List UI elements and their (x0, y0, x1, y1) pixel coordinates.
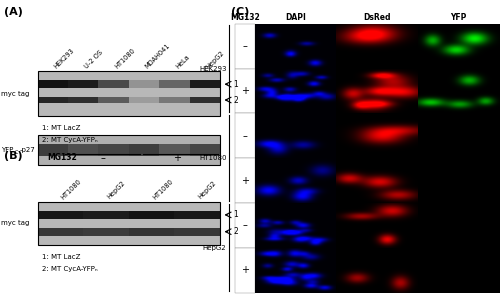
Bar (235, 113, 255, 158)
Bar (38, 80, 68, 88)
Bar (38, 135, 220, 165)
Bar (98, 97, 129, 103)
Bar (235, 158, 255, 203)
Text: 1: 1 (233, 210, 238, 219)
Text: +: + (241, 86, 249, 96)
Bar (129, 80, 159, 88)
Text: (B): (B) (4, 151, 22, 162)
Text: HT1080: HT1080 (152, 178, 174, 200)
Text: 2: 2 (233, 227, 238, 236)
Text: HepG2: HepG2 (205, 50, 225, 70)
Text: HT1080: HT1080 (199, 155, 226, 161)
Text: DsRed: DsRed (364, 13, 391, 22)
Text: HT1080: HT1080 (60, 178, 83, 200)
Bar (129, 97, 159, 103)
Text: myc tag: myc tag (1, 220, 29, 227)
Bar (235, 248, 255, 293)
Text: 2: MT CycA-YFPₙ: 2: MT CycA-YFPₙ (42, 266, 98, 272)
Text: +: + (241, 176, 249, 186)
Text: 1: MT LacZ: 1: MT LacZ (42, 125, 81, 131)
Text: HepG2: HepG2 (106, 180, 126, 200)
Bar (159, 97, 190, 103)
Bar (38, 71, 220, 116)
Bar (98, 80, 129, 88)
Text: HEK293: HEK293 (52, 47, 75, 70)
Text: 1: MT LacZ: 1: MT LacZ (42, 254, 81, 260)
Text: –: – (242, 220, 248, 230)
Text: MG132: MG132 (230, 13, 260, 22)
Bar (38, 97, 68, 103)
Text: HeLa: HeLa (174, 54, 190, 70)
Bar (38, 202, 220, 245)
Text: YFP: YFP (450, 13, 466, 22)
Bar (38, 211, 83, 219)
Text: –: – (242, 131, 248, 141)
Bar (68, 80, 98, 88)
Bar (235, 203, 255, 248)
Text: -p27: -p27 (20, 147, 36, 153)
Text: myc tag: myc tag (1, 91, 29, 97)
Bar (129, 144, 159, 156)
Text: DAPI: DAPI (285, 13, 306, 22)
Bar (38, 228, 83, 236)
Bar (159, 144, 190, 156)
Text: MG132: MG132 (48, 153, 77, 162)
Text: HT1080: HT1080 (114, 47, 136, 70)
Text: 2: MT CycA-YFPₙ: 2: MT CycA-YFPₙ (42, 137, 98, 143)
Text: –: – (242, 41, 248, 51)
Bar (83, 211, 129, 219)
Text: HepG2: HepG2 (197, 180, 218, 200)
Bar (83, 228, 129, 236)
Text: U-2 OS: U-2 OS (83, 49, 103, 70)
Bar (68, 97, 98, 103)
Bar (38, 144, 68, 156)
Bar (174, 211, 220, 219)
Bar (129, 228, 174, 236)
Text: 1: 1 (233, 80, 238, 89)
Text: 2: 2 (233, 96, 238, 105)
Bar (68, 144, 98, 156)
Bar (129, 211, 174, 219)
Bar (190, 97, 220, 103)
Text: HepG2: HepG2 (203, 245, 226, 251)
Bar (235, 69, 255, 113)
Text: C: C (15, 150, 18, 155)
Bar (190, 144, 220, 156)
Bar (190, 80, 220, 88)
Bar (159, 80, 190, 88)
Text: +: + (241, 265, 249, 275)
Text: (C): (C) (231, 7, 250, 18)
Bar (98, 144, 129, 156)
Text: YFP: YFP (1, 147, 14, 153)
Text: HEK293: HEK293 (199, 66, 226, 72)
Bar (174, 228, 220, 236)
Text: (A): (A) (4, 7, 23, 18)
Text: MDAH041: MDAH041 (144, 42, 171, 70)
Text: +: + (174, 153, 182, 163)
Bar (235, 24, 255, 69)
Text: –: – (100, 153, 105, 163)
